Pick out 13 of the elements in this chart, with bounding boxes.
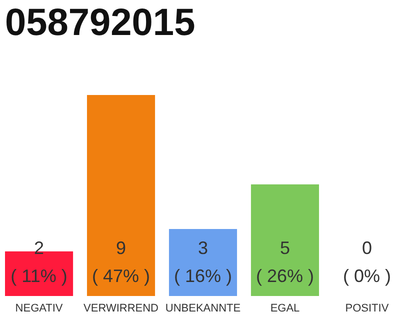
x-tick-label: NEGATIV bbox=[15, 302, 64, 314]
data-label: 3 ( 16% ) bbox=[174, 238, 232, 286]
chart-title: 058792015 bbox=[5, 2, 196, 44]
bar bbox=[250, 184, 320, 296]
x-tick-label: VERWIRREND bbox=[84, 302, 159, 314]
bar bbox=[86, 95, 156, 296]
data-label: 5 ( 26% ) bbox=[256, 238, 314, 286]
data-label: 0 ( 0% ) bbox=[342, 238, 391, 286]
bar bbox=[168, 229, 238, 296]
x-tick-label: UNBEKANNTE bbox=[165, 302, 241, 314]
x-tick-label: POSITIV bbox=[345, 302, 390, 314]
x-tick-label: EGAL bbox=[270, 302, 300, 314]
data-label: 9 ( 47% ) bbox=[92, 238, 150, 286]
